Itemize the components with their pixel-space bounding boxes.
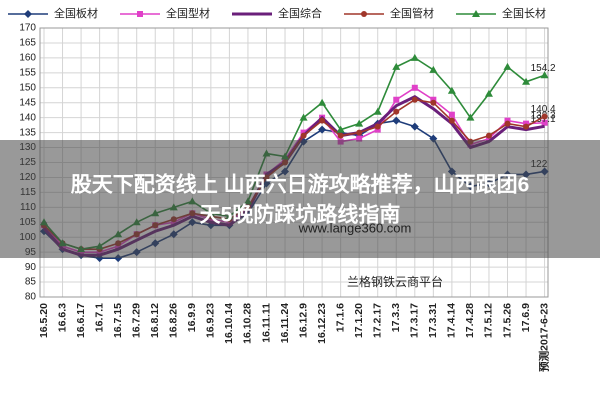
marker [410,122,419,131]
x-tick-label: 16.11.24 [279,303,291,343]
x-tick-label: 17.6.9 [520,303,532,332]
marker [541,119,548,126]
marker [472,10,480,17]
x-tick-label: 16.6.3 [56,303,68,332]
x-tick-label: 17.4.14 [446,303,458,338]
banner [0,140,600,258]
y-tick-label: 145 [19,97,36,108]
marker [541,113,548,120]
x-tick-label: 16.10.14 [223,303,235,344]
marker [430,99,437,106]
marker [411,84,418,91]
end-label: 154.2 [531,63,556,74]
end-label: 140.4 [531,104,556,115]
x-tick-label: 16.12.9 [297,303,309,338]
marker [374,123,381,130]
x-tick-label: 17.4.28 [464,303,476,338]
marker [393,108,400,115]
marker [318,98,327,106]
end-label: 137.1 [531,114,556,125]
x-tick-label: 16.8.12 [149,303,161,338]
x-tick-label: 16.11.11 [260,303,272,343]
marker [337,132,344,139]
legend: 全国板材 全国型材 全国综合 全国管材 全国长材 [8,6,546,20]
marker [356,135,363,142]
marker [429,65,438,73]
x-tick-label: 17.5.12 [483,303,495,338]
marker [393,96,400,103]
banner-title: 股天下配资线上 山西六日游攻略推荐，山西跟团6 [71,173,530,197]
legend-label: 全国综合 [278,6,322,20]
marker [523,123,530,130]
x-tick-label: 17.1.6 [334,303,346,332]
marker [410,53,419,61]
marker [361,11,367,17]
marker [448,111,455,118]
marker [392,116,401,125]
legend-label: 全国板材 [54,6,98,20]
x-tick-label: 17.3.31 [427,303,439,338]
x-tick-label: 16.10.28 [242,303,254,344]
marker [448,117,455,124]
marker [300,132,307,139]
x-tick-label: 16.5.20 [38,303,50,338]
y-tick-label: 165 [19,38,36,49]
marker [504,120,511,127]
legend-label: 全国管材 [390,6,434,20]
marker [373,107,382,115]
marker [318,125,327,134]
marker [319,117,326,124]
overlay: 股天下配资线上 山西六日游攻略推荐，山西跟团6 天5晚防踩坑路线指南 www.l… [0,140,600,289]
marker [466,113,475,121]
x-tick-label: 16.6.17 [75,303,87,338]
legend-label: 全国型材 [166,6,210,20]
y-tick-label: 155 [19,67,36,78]
x-tick-label: 16.8.26 [168,303,180,338]
marker [540,71,549,79]
marker [503,62,512,70]
x-tick-label: 16.7.15 [112,303,124,338]
marker [447,86,456,94]
watermark: www.lange360.com [298,220,412,235]
marker [356,129,363,136]
y-tick-label: 85 [25,277,37,288]
x-tick-label: 17.1.20 [353,303,365,338]
marker [522,77,531,85]
banner-title: 天5晚防踩坑路线指南 [200,203,401,227]
y-tick-label: 150 [19,82,36,93]
marker [355,119,364,127]
marker [392,62,401,70]
legend-label: 全国长材 [502,6,546,20]
marker [411,96,418,103]
marker [137,11,143,17]
x-tick-label: 16.7.29 [130,303,142,338]
x-tick-label: 17.3.3 [390,303,402,332]
marker [24,10,32,18]
marker [484,89,493,97]
x-tick-label: 17.3.17 [409,303,421,338]
y-tick-label: 135 [19,127,36,138]
marker [485,132,492,139]
x-tick-label: 17.2.17 [372,303,384,338]
x-tick-label: 预测2017-6-23 [537,303,550,372]
x-tick-label: 16.9.9 [186,303,198,332]
y-tick-label: 80 [25,292,37,303]
platform: 兰格钢铁云商平台 [347,274,443,289]
y-tick-label: 90 [25,262,37,273]
x-tick-label: 16.7.1 [93,303,105,332]
x-tick-label: 16.12.23 [316,303,328,344]
x-tick-label: 17.5.26 [501,303,513,338]
y-tick-label: 170 [19,23,36,34]
marker [336,125,345,133]
y-tick-label: 160 [19,53,36,64]
marker [299,113,308,121]
x-tick-label: 16.9.23 [205,303,217,338]
y-tick-label: 140 [19,112,36,123]
